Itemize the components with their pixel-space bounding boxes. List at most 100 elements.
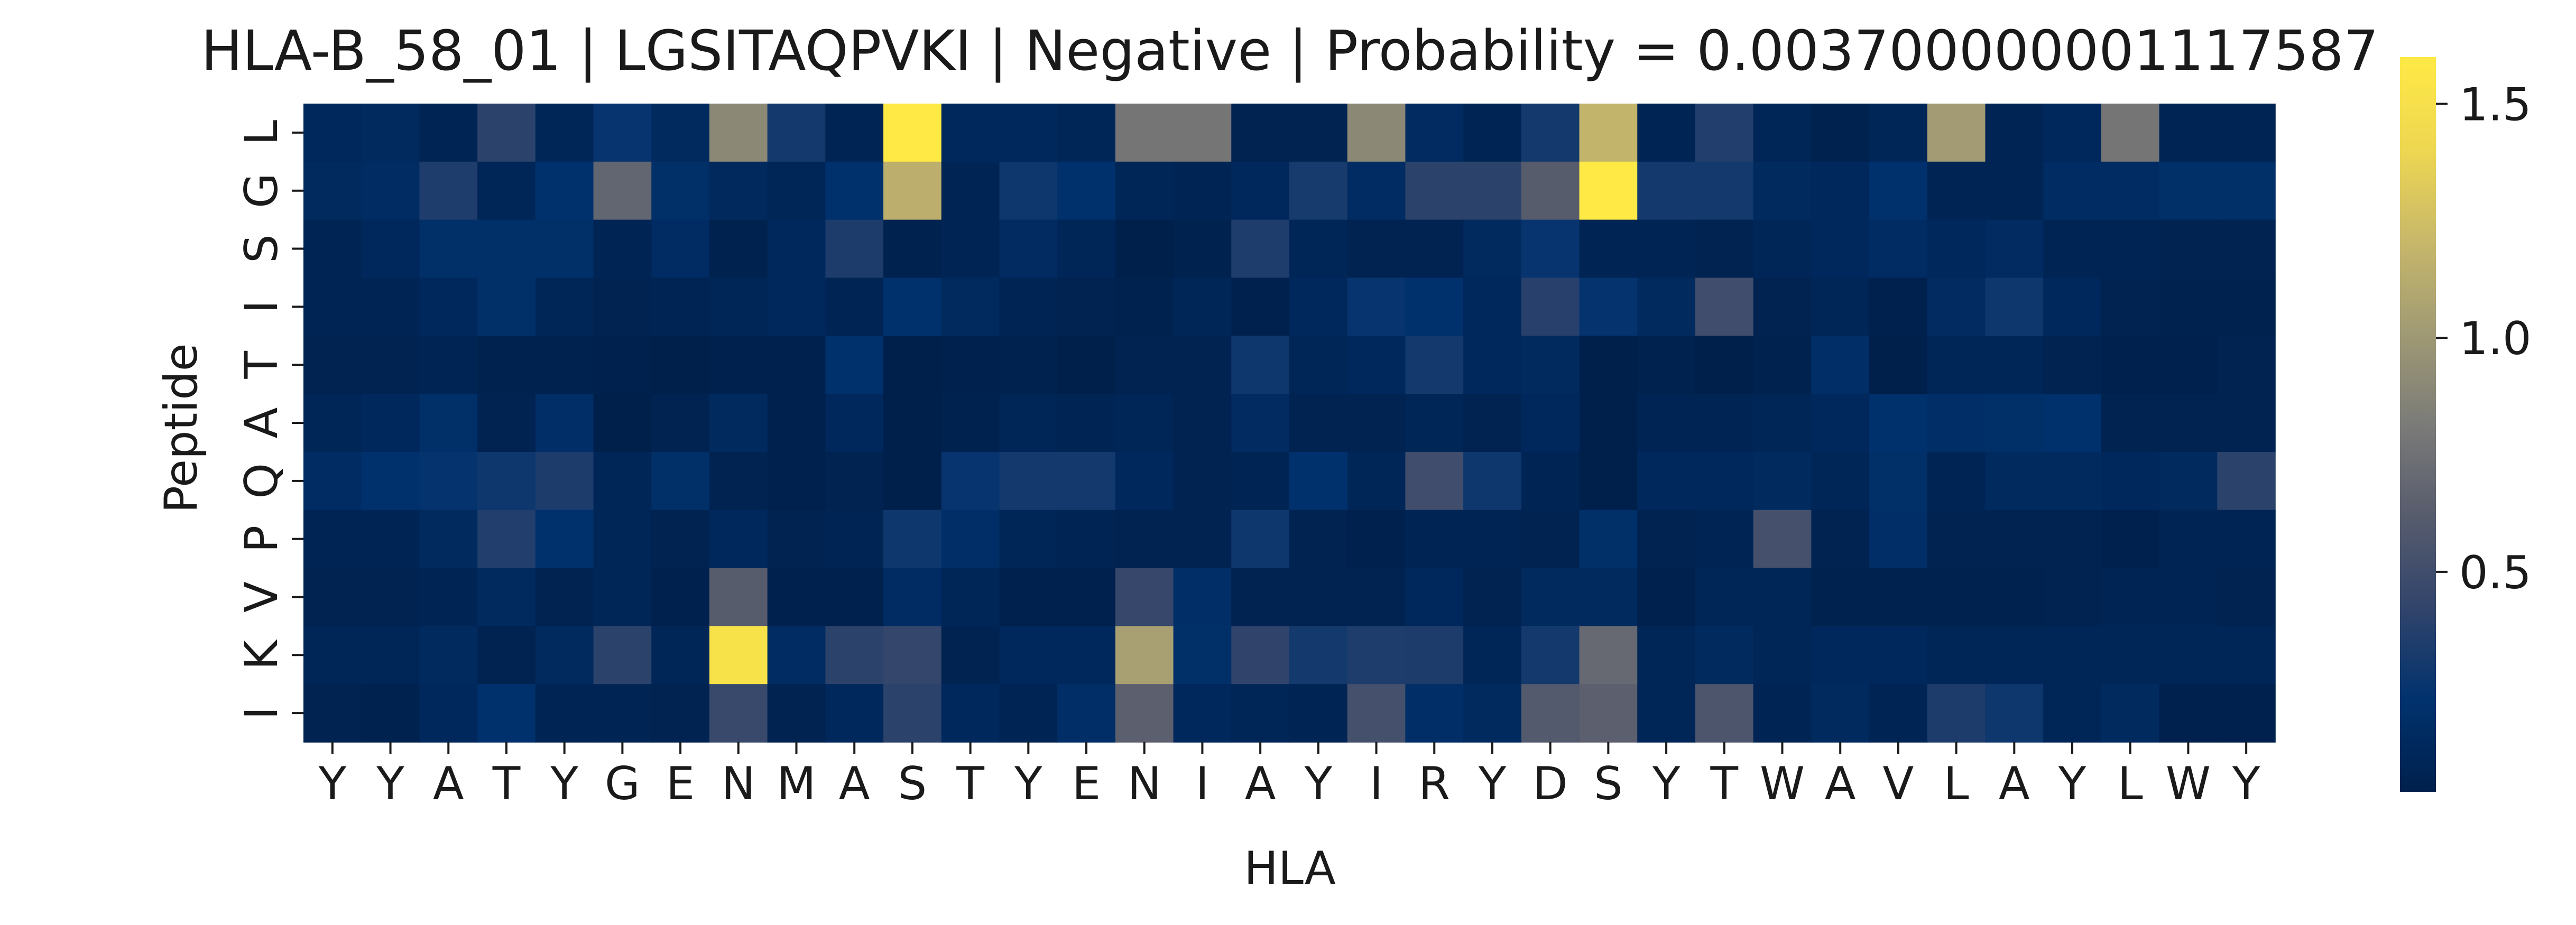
heatmap-cell (1637, 568, 1696, 627)
heatmap-cell (1869, 626, 1928, 684)
heatmap-cell (361, 336, 420, 394)
heatmap-cell (1637, 161, 1696, 220)
heatmap-cell (941, 510, 1000, 569)
heatmap-cell (1347, 104, 1406, 162)
heatmap-cell (419, 510, 478, 569)
heatmap-cell (1811, 394, 1870, 452)
x-tick-label: A (1245, 757, 1276, 810)
heatmap-cell (999, 626, 1058, 684)
x-tick-label: G (605, 757, 640, 810)
heatmap-cell (477, 161, 536, 220)
heatmap-cell (1753, 626, 1812, 684)
heatmap-cell (883, 626, 942, 684)
x-tick-label: Y (1652, 757, 1681, 810)
heatmap-cell (593, 451, 652, 511)
y-tick-label: I (235, 300, 288, 313)
heatmap-cell (1289, 104, 1348, 162)
heatmap-cell (651, 104, 710, 162)
heatmap-cell (1057, 161, 1116, 220)
heatmap-cell (1231, 451, 1290, 511)
x-tick-label: N (722, 757, 755, 810)
heatmap-cell (1463, 626, 1522, 684)
heatmap-cell (2217, 278, 2276, 337)
heatmap-cell (1463, 161, 1522, 220)
y-tick-label: K (235, 639, 288, 670)
heatmap-cell (1405, 510, 1464, 569)
heatmap-cell (1231, 568, 1290, 627)
heatmap-cell (1231, 336, 1290, 394)
heatmap-cell (941, 336, 1000, 394)
heatmap-cell (999, 161, 1058, 220)
heatmap-cell (1289, 626, 1348, 684)
heatmap-cell (1463, 104, 1522, 162)
heatmap-cell (651, 451, 710, 511)
heatmap-cell (1753, 394, 1812, 452)
heatmap-cell (593, 219, 652, 279)
heatmap-cell (303, 451, 362, 511)
heatmap-cell (883, 394, 942, 452)
x-tick-label: A (1825, 757, 1856, 810)
heatmap-cell (1521, 104, 1580, 162)
heatmap-cell (1521, 451, 1580, 511)
heatmap-cell (593, 394, 652, 452)
heatmap-cell (941, 394, 1000, 452)
heatmap-cell (709, 684, 768, 743)
heatmap-cell (1637, 278, 1696, 337)
heatmap-cell (2159, 278, 2218, 337)
heatmap-cell (1173, 278, 1232, 337)
x-tick-label: Y (1304, 757, 1333, 810)
chart-title: HLA-B_58_01 | LGSITAQPVKI | Negative | P… (201, 18, 2378, 83)
x-tick-label: V (1882, 757, 1914, 810)
heatmap-cell (767, 278, 826, 337)
heatmap-cell (999, 219, 1058, 279)
heatmap-cell (1289, 568, 1348, 627)
heatmap-cell (1579, 219, 1638, 279)
heatmap-cell (535, 394, 594, 452)
x-tick-label: R (1418, 757, 1450, 810)
heatmap-cell (1173, 510, 1232, 569)
heatmap-cell (1811, 336, 1870, 394)
heatmap-cell (1463, 278, 1522, 337)
heatmap-cell (1753, 104, 1812, 162)
heatmap-cell (1869, 394, 1928, 452)
heatmap-cell (1869, 336, 1928, 394)
heatmap-cell (1173, 336, 1232, 394)
heatmap-cell (1347, 510, 1406, 569)
heatmap-cell (2217, 219, 2276, 279)
heatmap-cell (2043, 336, 2102, 394)
heatmap-cell (767, 510, 826, 569)
heatmap-cell (1115, 394, 1174, 452)
heatmap-cell (1927, 568, 1986, 627)
heatmap-cell (883, 451, 942, 511)
heatmap-cell (1347, 161, 1406, 220)
heatmap-cell (361, 568, 420, 627)
heatmap-cell (999, 568, 1058, 627)
heatmap-cell (999, 278, 1058, 337)
heatmap-cell (1405, 394, 1464, 452)
heatmap-cell (361, 161, 420, 220)
heatmap-cell (2101, 278, 2160, 337)
heatmap-cell (1463, 684, 1522, 743)
heatmap-cell (2159, 336, 2218, 394)
heatmap-cell (477, 568, 536, 627)
x-tick-label: T (956, 757, 984, 810)
heatmap-cell (709, 451, 768, 511)
heatmap-cell (1927, 161, 1986, 220)
x-tick-label: W (2166, 757, 2211, 810)
heatmap-cell (535, 451, 594, 511)
heatmap-cell (477, 394, 536, 452)
heatmap-cell (709, 626, 768, 684)
heatmap-cell (535, 104, 594, 162)
heatmap-cell (2217, 451, 2276, 511)
heatmap-cell (1869, 451, 1928, 511)
heatmap-cell (767, 568, 826, 627)
heatmap-cell (651, 510, 710, 569)
heatmap-cell (2043, 104, 2102, 162)
heatmap-cell (2043, 684, 2102, 743)
heatmap-cell (651, 278, 710, 337)
heatmap-cell (2101, 219, 2160, 279)
heatmap-cell (1057, 510, 1116, 569)
heatmap-cell (2159, 161, 2218, 220)
x-tick-label: Y (376, 757, 404, 810)
heatmap-cell (825, 568, 884, 627)
